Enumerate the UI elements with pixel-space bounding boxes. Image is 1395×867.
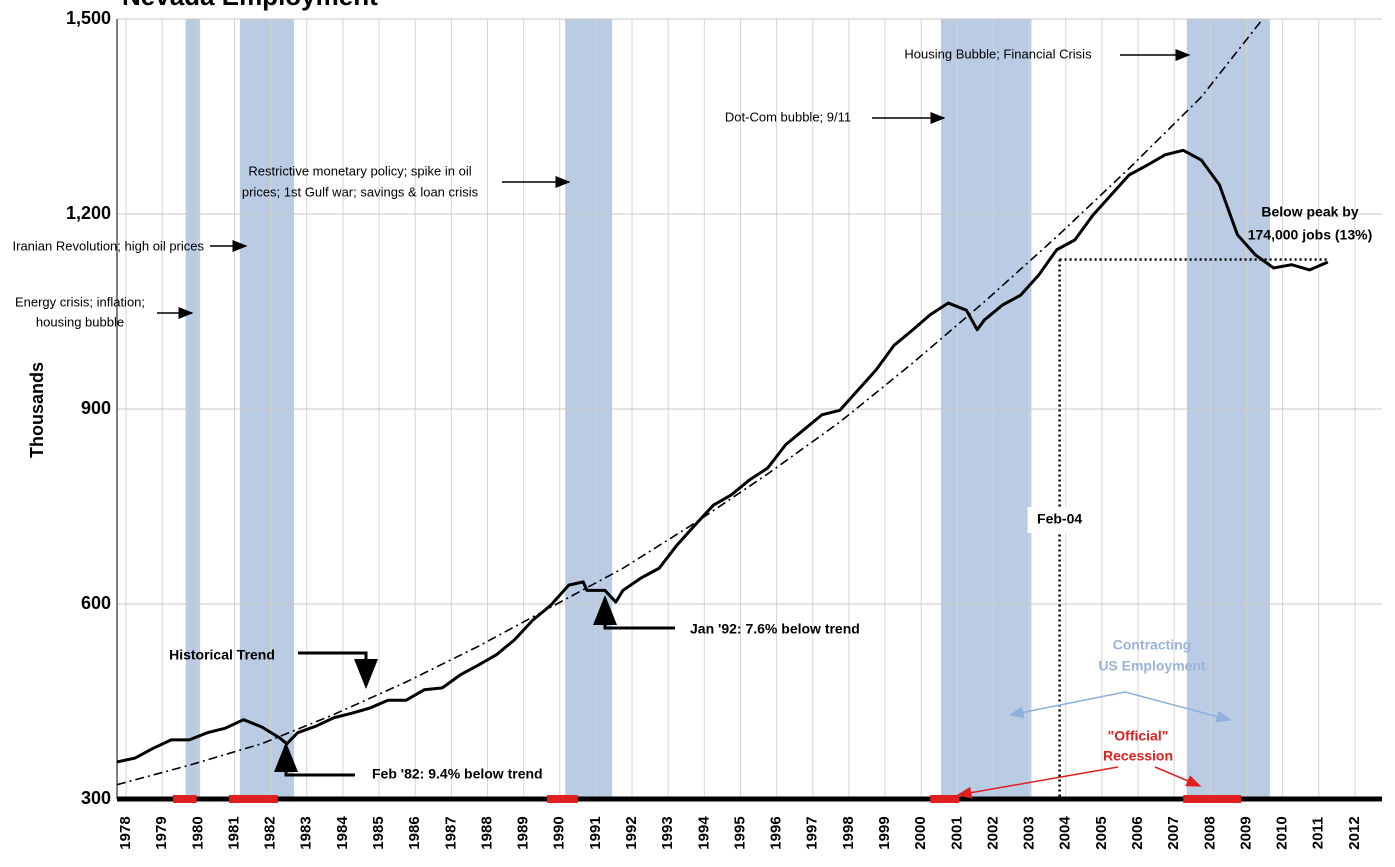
x-tick-label: 1994 <box>695 816 712 850</box>
x-tick-label: 1989 <box>515 816 532 849</box>
x-tick-label: 2000 <box>912 816 929 849</box>
x-tick-label: 1981 <box>225 816 242 849</box>
x-tick-label: 2001 <box>948 816 965 849</box>
official-recession <box>229 795 278 803</box>
x-tick-label: 1996 <box>768 816 785 849</box>
y-tick-label: 1,500 <box>66 8 111 28</box>
lines: Feb-04 <box>116 18 1329 799</box>
annotation: Restrictive monetary policy; spike in oi… <box>248 163 471 178</box>
annotation: US Employment <box>1098 658 1206 674</box>
annotation: Historical Trend <box>169 647 275 663</box>
x-tick-label: 1978 <box>117 816 134 849</box>
arrow <box>298 651 378 689</box>
arrow <box>593 595 675 630</box>
x-tick-label: 1985 <box>370 816 387 849</box>
x-tick-label: 1988 <box>478 816 495 849</box>
chart-title: Nevada Employment <box>122 0 378 11</box>
employment-line <box>116 148 1329 764</box>
x-tick-label: 2010 <box>1274 816 1291 849</box>
x-tick-label: 1983 <box>298 816 315 849</box>
x-tick-label: 1991 <box>587 816 604 849</box>
official-recession <box>173 795 197 803</box>
y-tick-label: 600 <box>81 593 111 613</box>
x-tick-label: 1982 <box>262 816 279 849</box>
x-tick-label: 2006 <box>1129 816 1146 849</box>
x-tick-label: 2007 <box>1165 816 1182 849</box>
annotations: Energy crisis; inflation; housing bubble… <box>13 46 1373 799</box>
arrow <box>1124 691 1232 723</box>
annotation: Housing Bubble; Financial Crisis <box>904 46 1092 61</box>
x-tick-label: 1995 <box>731 816 748 849</box>
annotation: Contracting <box>1113 637 1192 653</box>
arrow <box>1008 691 1126 719</box>
annotation: "Official" <box>1108 728 1169 744</box>
annotation: Iranian Revolution; high oil prices <box>13 238 205 253</box>
x-tick-label: 1997 <box>804 816 821 849</box>
x-tick-label: 1990 <box>551 816 568 849</box>
x-tick-label: 1992 <box>623 816 640 849</box>
grid <box>117 18 1382 800</box>
y-tick-label: 1,200 <box>66 203 111 223</box>
x-tick-label: 1987 <box>442 816 459 849</box>
arrow <box>956 766 1119 799</box>
x-tick-label: 1980 <box>189 816 206 849</box>
arrow <box>1154 766 1202 787</box>
annotation: Recession <box>1103 748 1173 764</box>
annotation: prices; 1st Gulf war; savings & loan cri… <box>242 184 479 199</box>
official-recession <box>547 795 578 803</box>
annotation: Below peak by <box>1261 204 1358 220</box>
x-tick-label: 1986 <box>406 816 423 849</box>
x-tick-label: 2009 <box>1237 816 1254 849</box>
y-tick-label: 900 <box>81 398 111 418</box>
annotation: Dot-Com bubble; 9/11 <box>725 109 851 124</box>
x-tick-label: 2003 <box>1021 816 1038 849</box>
y-tick-label: 300 <box>81 788 111 808</box>
x-tick-label: 2008 <box>1201 816 1218 849</box>
y-axis-label: Thousands <box>27 362 47 458</box>
x-tick-label: 1999 <box>876 816 893 849</box>
official-recession <box>930 795 960 803</box>
annotation: Feb '82: 9.4% below trend <box>372 766 543 782</box>
x-tick-label: 2004 <box>1057 816 1074 850</box>
official-recession <box>1183 795 1242 803</box>
annotation: Jan '92: 7.6% below trend <box>690 621 860 637</box>
x-tick-label: 1979 <box>153 816 170 849</box>
x-tick-label: 2011 <box>1310 817 1327 850</box>
x-tick-label: 2012 <box>1346 816 1363 849</box>
annotation: housing bubble <box>36 314 124 329</box>
axes: 1978 1979 1980 1981 1982 1983 1984 1985 1986 1987… <box>66 8 1382 850</box>
annotation: Energy crisis; inflation; <box>15 294 145 309</box>
x-tick-label: 2002 <box>984 816 1001 849</box>
x-tick-label: 1998 <box>840 816 857 849</box>
annotation: 174,000 jobs (13%) <box>1248 227 1373 243</box>
reference-label-box <box>1027 507 1092 533</box>
x-tick-label: 1993 <box>659 816 676 849</box>
arrow <box>274 742 355 777</box>
x-tick-label: 2005 <box>1093 816 1110 849</box>
x-tick-label: 1984 <box>334 816 351 850</box>
reference-label: Feb-04 <box>1037 511 1082 527</box>
